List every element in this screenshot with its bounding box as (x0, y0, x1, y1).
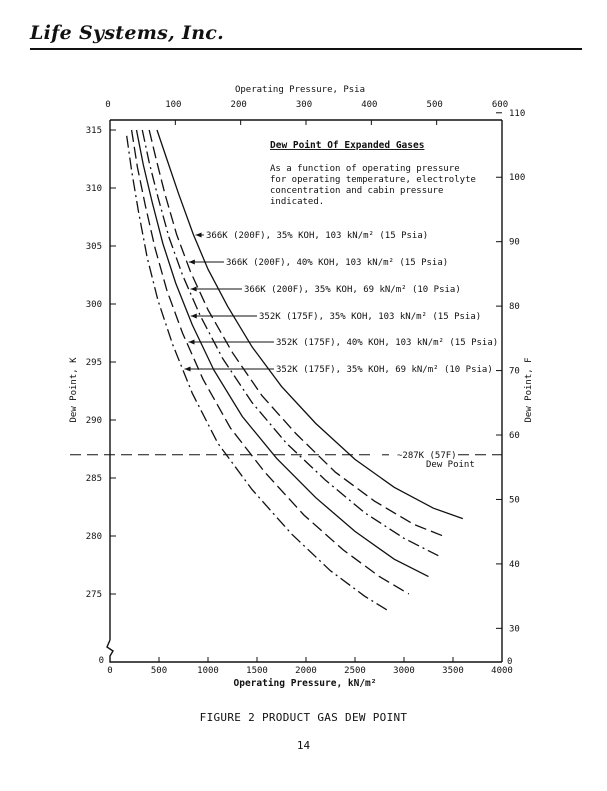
series-line-3 (141, 129, 439, 557)
x2-tick-label: 100 (165, 100, 181, 110)
x-tick-label: 1500 (246, 666, 268, 676)
x2-tick-label: 500 (427, 100, 443, 110)
series-label-3: 366K (200F), 35% KOH, 69 kN/m² (10 Psia) (244, 285, 461, 295)
y-tick-label: 280 (86, 532, 102, 542)
y2-tick-label: 80 (509, 302, 520, 312)
x2-tick-label: 200 (231, 100, 247, 110)
y2-tick-label: 90 (509, 238, 520, 248)
x-tick-label: 1000 (197, 666, 219, 676)
y-tick-label: 295 (86, 358, 102, 368)
series-line-1 (156, 129, 464, 520)
y2-tick-label: 60 (509, 431, 520, 441)
series-label-2: 366K (200F), 40% KOH, 103 kN/m² (15 Psia… (226, 258, 448, 268)
y2-axis-label: Dew Point, F (524, 357, 534, 422)
plot-frame-bottom (106, 639, 502, 663)
chart-subtitle-line-4: indicated. (270, 197, 324, 207)
annotation-arrowhead (190, 286, 197, 292)
annotation-arrowhead (184, 366, 191, 372)
y-tick-label: 290 (86, 416, 102, 426)
y2-tick-label: 110 (509, 109, 525, 119)
series-line-6 (126, 135, 390, 612)
y-tick-label: 310 (86, 184, 102, 194)
chart-subtitle-line-3: concentration and cabin pressure (270, 186, 443, 196)
y2-zero-label: 0 (507, 657, 512, 667)
reference-line-label-2: Dew Point (426, 460, 475, 470)
series-label-5: 352K (175F), 40% KOH, 103 kN/m² (15 Psia… (276, 338, 498, 348)
x-tick-label: 0 (107, 666, 112, 676)
annotation-arrowhead (195, 232, 202, 238)
y-tick-label: 305 (86, 242, 102, 252)
y-tick-label: 300 (86, 300, 102, 310)
y2-tick-label: 40 (509, 560, 520, 570)
x-tick-label: 3500 (442, 666, 464, 676)
x2-axis-label: Operating Pressure, Psia (235, 85, 365, 95)
chart-title: Dew Point Of Expanded Gases (270, 140, 424, 151)
figure-caption: FIGURE 2 PRODUCT GAS DEW POINT (199, 711, 408, 724)
series-line-4 (135, 129, 429, 578)
x-tick-label: 4000 (491, 666, 513, 676)
y2-tick-label: 100 (509, 173, 525, 183)
y-tick-label: 315 (86, 126, 102, 136)
y-zero-label: 0 (99, 656, 104, 666)
chart-subtitle-line-1: As a function of operating pressure (270, 164, 460, 174)
series-label-1: 366K (200F), 35% KOH, 103 kN/m² (15 Psia… (206, 231, 428, 241)
x-tick-label: 2000 (295, 666, 317, 676)
y-tick-label: 275 (86, 590, 102, 600)
x-axis-label: Operating Pressure, kN/m² (234, 678, 377, 689)
company-logo-text: Life Systems, Inc. (30, 22, 225, 44)
y2-tick-label: 70 (509, 367, 520, 377)
y2-tick-label: 30 (509, 624, 520, 634)
x-tick-label: 500 (151, 666, 167, 676)
series-label-4: 352K (175F), 35% KOH, 103 kN/m² (15 Psia… (259, 312, 481, 322)
header-rule (30, 48, 582, 50)
x-tick-label: 2500 (344, 666, 366, 676)
chart-subtitle-line-2: for operating temperature, electrolyte (270, 175, 476, 185)
x2-tick-label: 0 (105, 100, 110, 110)
y2-tick-label: 50 (509, 495, 520, 505)
x2-tick-label: 300 (296, 100, 312, 110)
x2-tick-label: 400 (361, 100, 377, 110)
annotation-arrowhead (188, 259, 195, 265)
annotation-arrowhead (188, 339, 195, 345)
annotation-arrowhead (190, 313, 197, 319)
y-axis-label: Dew Point, K (69, 357, 79, 423)
series-label-6: 352K (175F), 35% KOH, 69 kN/m² (10 Psia) (276, 365, 493, 375)
series-line-5 (130, 129, 410, 595)
series-line-2 (148, 129, 444, 537)
x-tick-label: 3000 (393, 666, 415, 676)
x2-tick-label: 600 (492, 100, 508, 110)
reference-line-label-1: ~287K (57F) (397, 451, 457, 461)
y-tick-label: 285 (86, 474, 102, 484)
page-number: 14 (296, 739, 311, 752)
